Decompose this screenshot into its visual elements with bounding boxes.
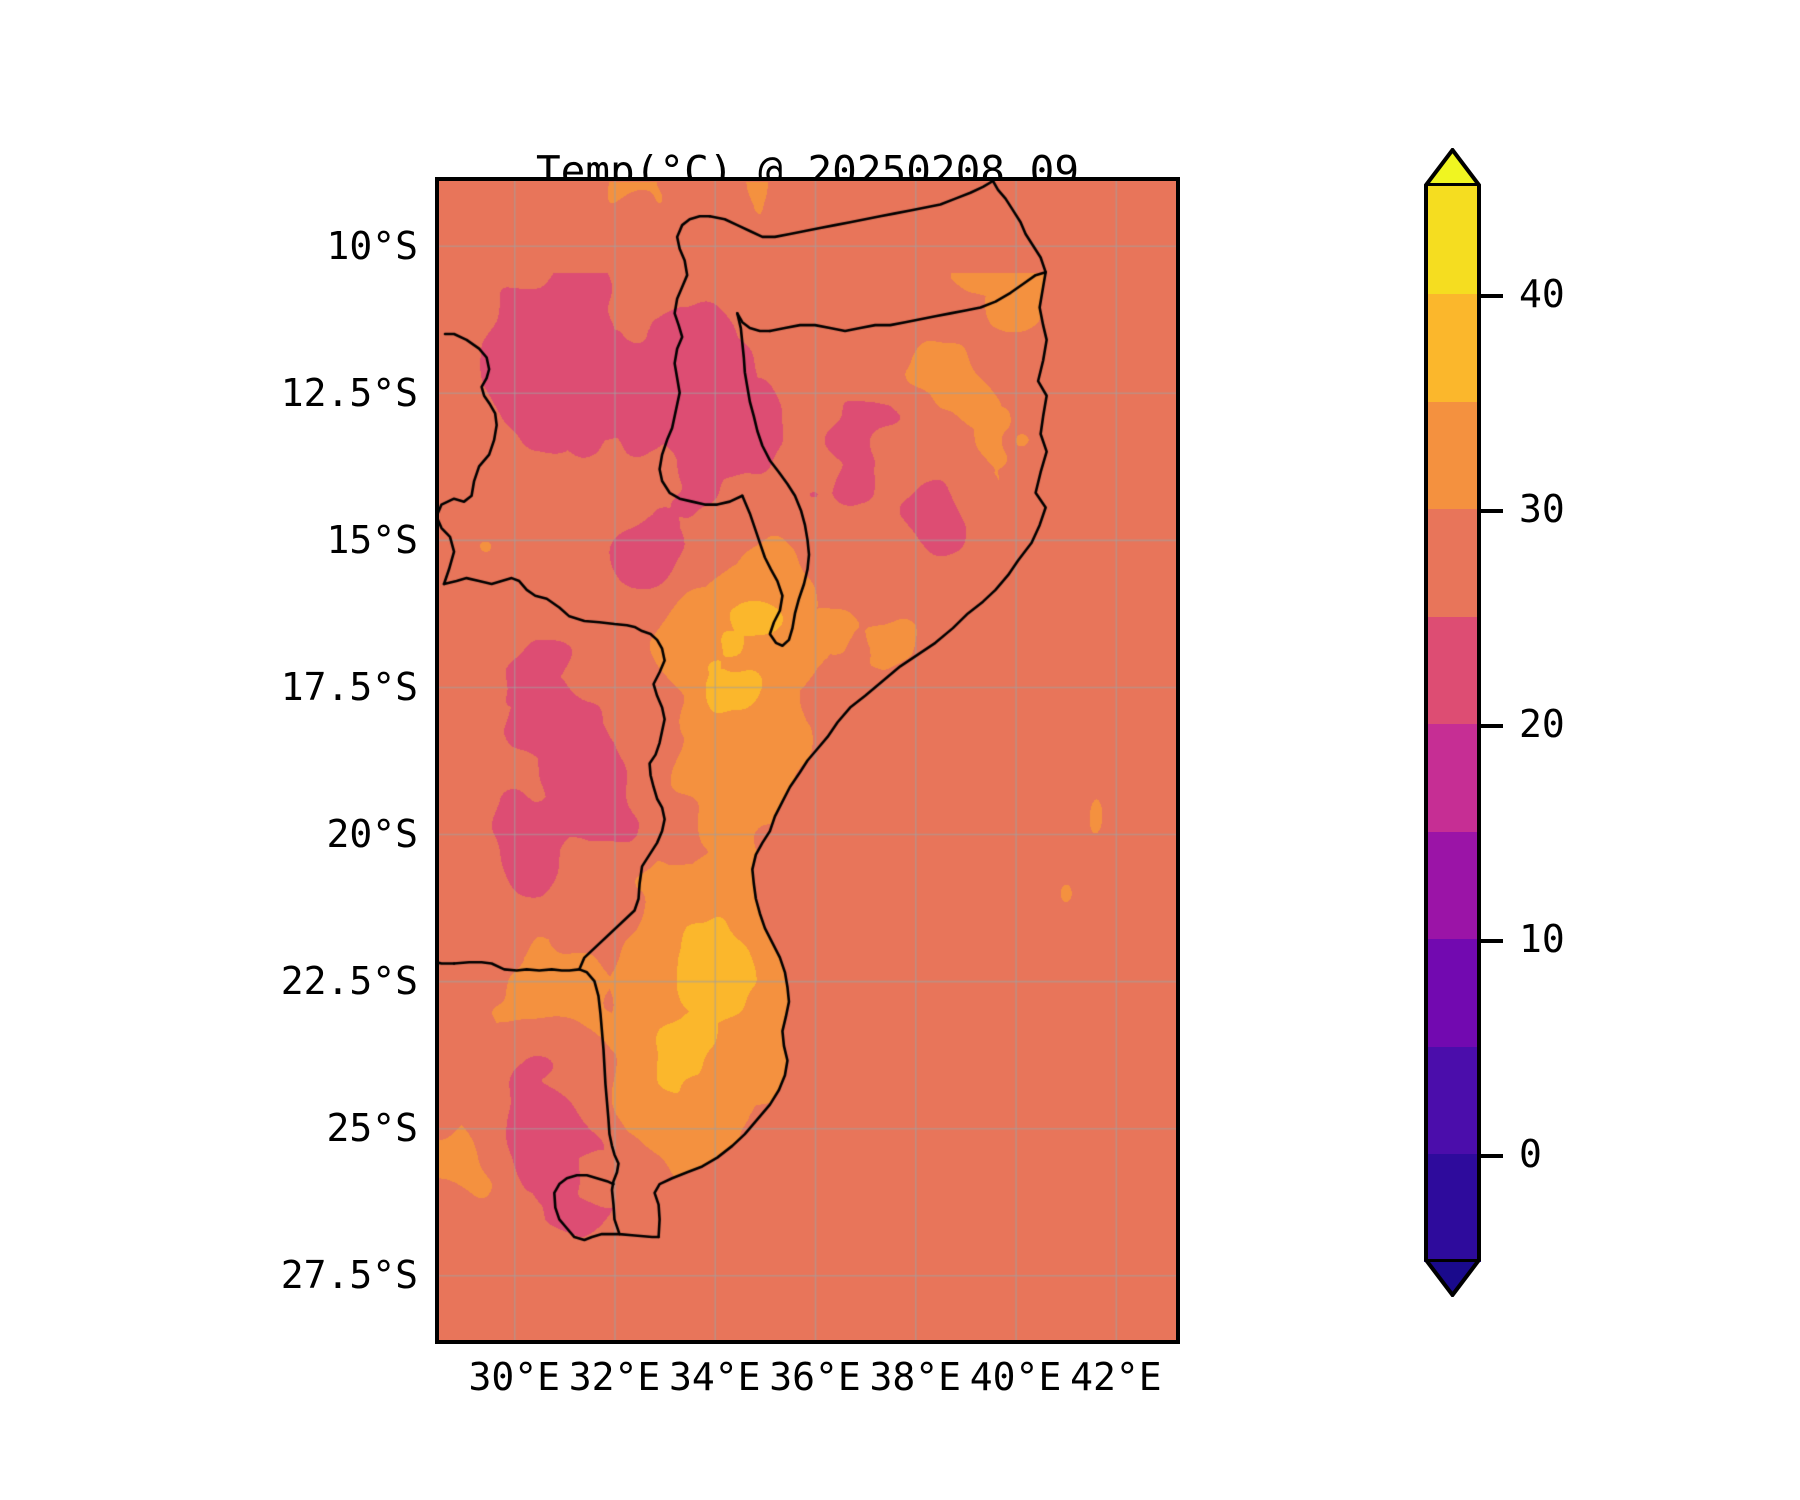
- colorbar-segment: [1424, 723, 1481, 832]
- colorbar-segment: [1424, 616, 1481, 725]
- y-axis-tick-labels: 10°S 12.5°S 15°S 17.5°S 20°S 22.5°S 25°S 27.5°S: [0, 0, 418, 1500]
- colorbar-segment: [1424, 1153, 1481, 1262]
- colorbar-segment: [1424, 293, 1481, 402]
- colorbar-tick-mark: [1481, 723, 1503, 728]
- colorbar-extend-max-arrow: [1424, 148, 1481, 186]
- y-tick-label: 22.5°S: [280, 959, 418, 1004]
- x-tick-label: 30°E: [468, 1355, 560, 1399]
- colorbar-tick-label: 10: [1519, 916, 1565, 961]
- colorbar-tick-label: 40: [1519, 271, 1565, 316]
- x-tick-label: 34°E: [668, 1355, 761, 1399]
- x-tick-label: 42°E: [1070, 1355, 1162, 1399]
- x-tick-label: 38°E: [869, 1355, 962, 1399]
- x-tick-label: 36°E: [769, 1355, 861, 1399]
- y-tick-label: 27.5°S: [280, 1253, 418, 1298]
- colorbar-tick-mark: [1481, 938, 1503, 943]
- colorbar-extend-min-arrow: [1424, 1259, 1481, 1297]
- colorbar-tick-label: 20: [1519, 701, 1565, 746]
- colorbar-tick-mark: [1481, 508, 1503, 513]
- colorbar: 40 30 20 10 0: [1424, 148, 1684, 1350]
- colorbar-segment: [1424, 401, 1481, 510]
- y-tick-label: 12.5°S: [280, 370, 418, 415]
- colorbar-tick-mark: [1481, 293, 1503, 298]
- temperature-contour-map: [439, 181, 1176, 1340]
- map-plot-area: [435, 177, 1180, 1344]
- colorbar-segment: [1424, 186, 1481, 295]
- y-tick-label: 17.5°S: [280, 664, 418, 709]
- colorbar-tick-label: 30: [1519, 486, 1565, 531]
- colorbar-segment: [1424, 1046, 1481, 1155]
- colorbar-segment: [1424, 938, 1481, 1047]
- colorbar-tick-mark: [1481, 1153, 1503, 1158]
- x-tick-label: 32°E: [568, 1355, 661, 1399]
- colorbar-gradient: [1424, 186, 1481, 1262]
- colorbar-segment: [1424, 508, 1481, 617]
- colorbar-segment: [1424, 831, 1481, 940]
- y-tick-label: 15°S: [326, 517, 418, 562]
- x-tick-label: 40°E: [969, 1355, 1062, 1399]
- y-tick-label: 25°S: [326, 1106, 418, 1151]
- colorbar-tick-label: 0: [1519, 1131, 1542, 1176]
- y-tick-label: 10°S: [326, 223, 418, 268]
- y-tick-label: 20°S: [326, 812, 418, 857]
